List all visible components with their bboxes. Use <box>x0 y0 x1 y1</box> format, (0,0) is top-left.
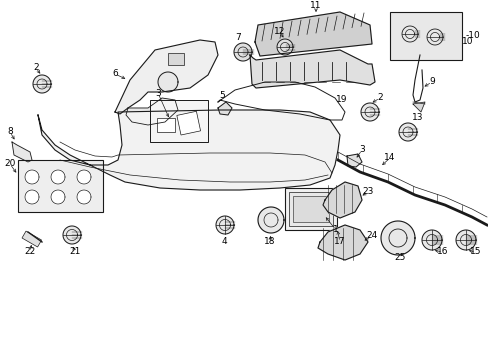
Polygon shape <box>346 154 361 167</box>
Bar <box>157 118 175 132</box>
Text: 3: 3 <box>358 145 364 154</box>
Text: 5: 5 <box>219 90 224 99</box>
Polygon shape <box>51 170 65 184</box>
Text: 1: 1 <box>332 225 338 234</box>
Polygon shape <box>412 102 424 112</box>
Polygon shape <box>455 230 475 250</box>
Polygon shape <box>158 72 178 92</box>
Polygon shape <box>77 190 91 204</box>
Text: -10: -10 <box>465 31 480 40</box>
Bar <box>292 196 328 222</box>
Bar <box>22 231 41 247</box>
Text: 12: 12 <box>274 27 285 36</box>
Polygon shape <box>115 40 218 114</box>
Polygon shape <box>421 230 441 250</box>
Polygon shape <box>63 226 81 244</box>
Text: 24: 24 <box>366 231 377 240</box>
Polygon shape <box>360 103 378 121</box>
Text: 15: 15 <box>469 248 481 256</box>
Bar <box>389 12 461 60</box>
Polygon shape <box>234 43 251 61</box>
Text: 22: 22 <box>24 248 36 256</box>
Polygon shape <box>25 190 39 204</box>
Text: 18: 18 <box>264 238 275 247</box>
Text: 8: 8 <box>7 127 13 136</box>
Text: 7: 7 <box>235 33 241 42</box>
Polygon shape <box>25 170 39 184</box>
Text: 9: 9 <box>428 77 434 86</box>
Text: 2: 2 <box>376 94 382 103</box>
Polygon shape <box>33 75 51 93</box>
Text: 11: 11 <box>309 1 321 10</box>
Text: 21: 21 <box>69 248 81 256</box>
Bar <box>168 53 183 65</box>
Bar <box>18 160 103 212</box>
Polygon shape <box>77 170 91 184</box>
Bar <box>288 192 332 226</box>
Polygon shape <box>126 98 178 125</box>
Polygon shape <box>254 12 371 56</box>
Polygon shape <box>276 39 292 55</box>
Polygon shape <box>380 221 414 255</box>
Text: 3: 3 <box>155 89 161 98</box>
Polygon shape <box>323 182 361 218</box>
Bar <box>150 100 207 142</box>
Text: 14: 14 <box>384 153 395 162</box>
Text: 16: 16 <box>436 248 448 256</box>
Text: 10: 10 <box>461 37 473 46</box>
Text: 19: 19 <box>336 95 347 104</box>
Polygon shape <box>398 123 416 141</box>
Bar <box>177 111 200 135</box>
Text: 2: 2 <box>33 63 39 72</box>
Polygon shape <box>216 216 234 234</box>
Polygon shape <box>12 142 32 162</box>
Text: 20: 20 <box>4 159 16 168</box>
Bar <box>285 188 336 230</box>
Text: 23: 23 <box>362 188 373 197</box>
Polygon shape <box>38 110 339 190</box>
Polygon shape <box>317 225 367 260</box>
Text: 17: 17 <box>334 238 345 247</box>
Text: 25: 25 <box>393 253 405 262</box>
Polygon shape <box>218 102 231 115</box>
Polygon shape <box>51 190 65 204</box>
Text: 13: 13 <box>411 113 423 122</box>
Text: 4: 4 <box>221 238 226 247</box>
Polygon shape <box>258 207 284 233</box>
Polygon shape <box>249 50 374 88</box>
Text: 6: 6 <box>112 69 118 78</box>
